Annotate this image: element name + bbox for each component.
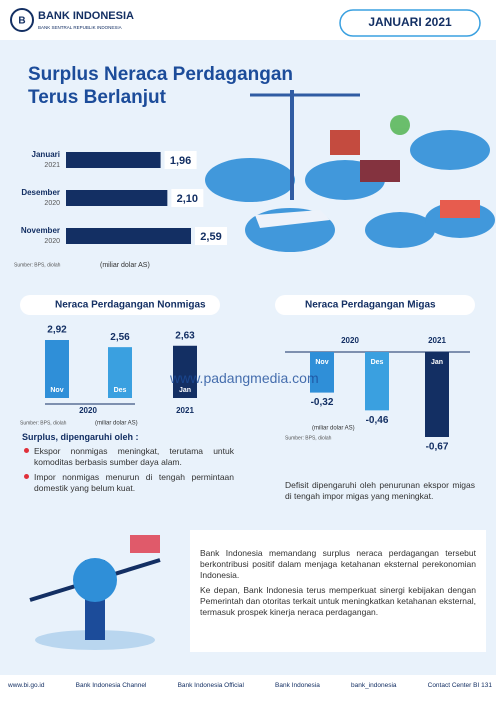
value-label: 1,96 xyxy=(170,155,191,167)
section-title: Neraca Perdagangan Migas xyxy=(305,300,436,311)
unit: (miliar dolar AS) xyxy=(312,426,355,432)
bar xyxy=(66,190,168,206)
value-label: -0,46 xyxy=(366,415,389,426)
footer-item[interactable]: www.bi.go.id xyxy=(8,682,45,689)
value-label: 2,59 xyxy=(200,231,221,243)
footer-item[interactable]: Bank Indonesia Channel xyxy=(75,682,147,689)
bullet-dot xyxy=(24,474,29,479)
section-title: Neraca Perdagangan Nonmigas xyxy=(55,300,206,311)
category-label: Januari xyxy=(32,150,60,159)
category-year: 2020 xyxy=(44,238,60,245)
period-pill xyxy=(339,9,481,37)
year-label: 2020 xyxy=(341,336,359,345)
bar xyxy=(66,152,161,168)
category-label: Des xyxy=(371,359,384,366)
title-line: Surplus Neraca Perdagangan xyxy=(28,64,293,85)
footer-item[interactable]: bank_indonesia xyxy=(350,682,397,689)
category-label: Desember xyxy=(21,188,60,197)
paragraph: Ke depan, Bank Indonesia terus memperkua… xyxy=(200,585,476,617)
pill xyxy=(20,295,220,315)
pill xyxy=(275,295,475,315)
bullet-dot xyxy=(24,448,29,453)
bar xyxy=(45,340,69,398)
unit: (miliar dolar AS) xyxy=(95,421,138,427)
source: Sumber: BPS, diolah xyxy=(20,420,67,426)
year-label: 2020 xyxy=(79,406,97,415)
footer-item[interactable]: Bank Indonesia Official xyxy=(177,682,244,689)
logo-sub: BANK SENTRAL REPUBLIK INDONESIA xyxy=(38,25,122,30)
value-label: -0,67 xyxy=(426,442,449,453)
footer-item[interactable]: Contact Center BI 131 xyxy=(427,682,492,689)
value-box xyxy=(164,151,197,169)
scale-illustration xyxy=(29,535,161,650)
bar xyxy=(365,352,389,411)
unit: (miliar dolar AS) xyxy=(100,262,150,269)
illustration xyxy=(205,90,495,252)
logo-glyph: B xyxy=(18,16,25,27)
value-label: 2,63 xyxy=(175,330,195,341)
value-label: 2,10 xyxy=(177,193,198,205)
value-label: -0,32 xyxy=(311,397,334,408)
notes-heading: Surplus, dipengaruhi oleh : xyxy=(22,432,139,442)
bar xyxy=(425,352,449,437)
footer-item[interactable]: Bank Indonesia xyxy=(275,682,320,689)
year-label: 2021 xyxy=(176,406,194,415)
category-year: 2020 xyxy=(44,200,60,207)
category-label: Nov xyxy=(50,387,63,394)
category-year: 2021 xyxy=(44,162,60,169)
bar xyxy=(66,228,191,244)
bar xyxy=(310,352,334,393)
logo-text: BANK INDONESIA xyxy=(38,10,134,22)
value-label: 2,56 xyxy=(110,332,130,343)
value-box xyxy=(195,227,227,245)
text-box xyxy=(190,530,486,652)
footer: www.bi.go.id Bank Indonesia Channel Bank I… xyxy=(8,682,492,689)
value-label: 2,92 xyxy=(47,325,67,336)
paragraph: Bank Indonesia memandang surplus neraca … xyxy=(200,548,476,580)
migas-note: Defisit dipengaruhi oleh penurunan ekspo… xyxy=(285,480,475,501)
category-label: Nov xyxy=(315,359,328,366)
bullet: Impor nonmigas menurun di tengah permint… xyxy=(34,472,234,493)
bar xyxy=(173,345,197,398)
footer-bar xyxy=(0,675,496,701)
year-label: 2021 xyxy=(428,336,446,345)
category-label: Jan xyxy=(179,387,191,394)
period: JANUARI 2021 xyxy=(368,15,452,29)
bullet: Ekspor nonmigas meningkat, terutama untu… xyxy=(34,446,234,467)
category-label: November xyxy=(21,226,60,235)
bar xyxy=(108,347,132,398)
category-label: Jan xyxy=(431,359,443,366)
category-label: Des xyxy=(114,387,127,394)
watermark: www.padangmedia.com xyxy=(170,370,319,386)
source: Sumber: BPS, diolah xyxy=(285,435,332,441)
source: Sumber: BPS, diolah xyxy=(14,262,61,268)
title-line: Terus Berlanjut xyxy=(28,87,167,108)
logo-icon xyxy=(10,8,34,32)
value-box xyxy=(171,189,204,207)
